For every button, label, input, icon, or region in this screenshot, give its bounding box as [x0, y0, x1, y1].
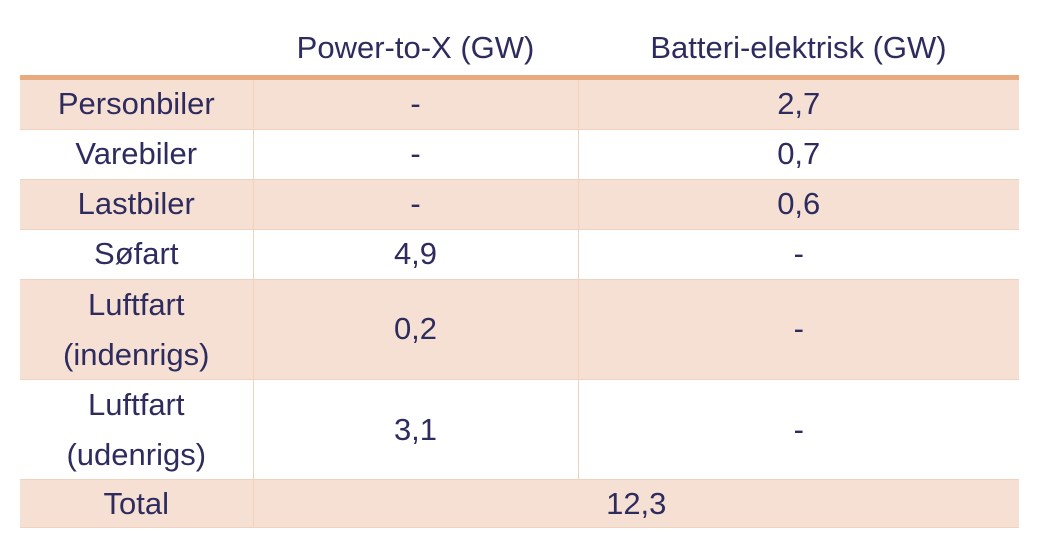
table-row: Søfart 4,9 -	[20, 229, 1019, 280]
row-label: Varebiler	[20, 129, 253, 180]
ptx-value: 0,2	[252, 279, 578, 381]
battery-value: -	[577, 379, 1019, 481]
total-label: Total	[20, 479, 253, 529]
table-row: Luftfart (indenrigs) 0,2 -	[20, 279, 1019, 381]
header-empty-cell	[20, 20, 253, 80]
capacity-table: Power-to-X (GW) Batteri-elektrisk (GW) P…	[20, 20, 1019, 529]
battery-value: 0,7	[577, 129, 1019, 180]
battery-value: 2,7	[577, 77, 1019, 130]
row-label-line: (indenrigs)	[63, 336, 210, 372]
table-row: Luftfart (udenrigs) 3,1 -	[20, 379, 1019, 481]
header-battery-electric: Batteri-elektrisk (GW)	[578, 20, 1019, 80]
row-label-line: Luftfart	[88, 287, 185, 322]
battery-value: -	[577, 279, 1019, 381]
ptx-value: 3,1	[252, 379, 578, 481]
row-label: Lastbiler	[20, 179, 253, 230]
row-label-line: Luftfart	[88, 387, 185, 423]
ptx-value: -	[252, 77, 578, 130]
ptx-value: 4,9	[252, 229, 578, 280]
row-label: Personbiler	[20, 77, 253, 130]
row-label: Luftfart (udenrigs)	[20, 379, 253, 481]
ptx-value: -	[252, 179, 578, 230]
total-value: 12,3	[252, 479, 1019, 529]
row-label-line: (udenrigs)	[66, 436, 207, 472]
battery-value: 0,6	[577, 179, 1019, 230]
header-row: Power-to-X (GW) Batteri-elektrisk (GW)	[20, 20, 1019, 80]
battery-value: -	[577, 229, 1019, 280]
table-row: Personbiler - 2,7	[20, 77, 1019, 130]
table-row: Lastbiler - 0,6	[20, 179, 1019, 230]
ptx-value: -	[252, 129, 578, 180]
table-row: Varebiler - 0,7	[20, 129, 1019, 180]
row-label: Luftfart (indenrigs)	[20, 279, 253, 381]
header-power-to-x: Power-to-X (GW)	[253, 20, 578, 80]
total-row: Total 12,3	[20, 479, 1019, 529]
row-label: Søfart	[20, 229, 253, 280]
